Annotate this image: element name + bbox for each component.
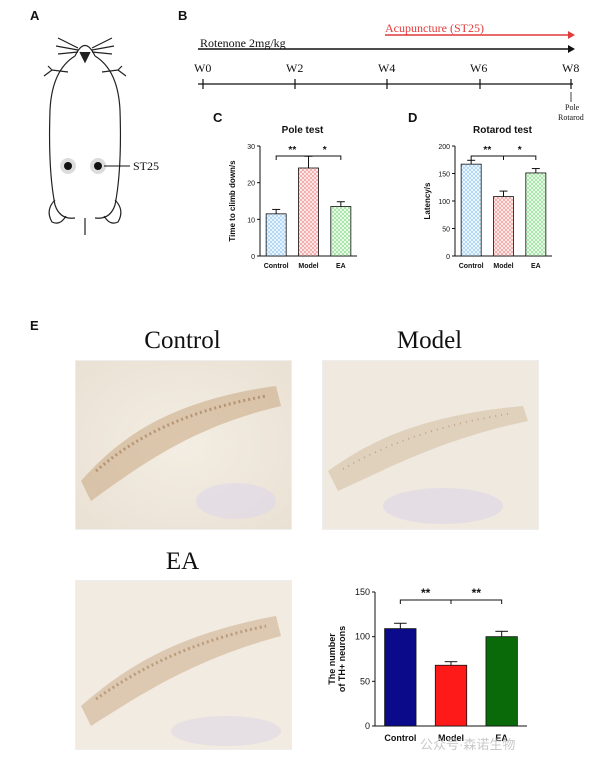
chart-title-rotarod: Rotarod test <box>473 125 532 136</box>
panel-letter-a: A <box>30 8 40 23</box>
bar-control <box>265 213 287 257</box>
intervention-label: Acupuncture (ST25) <box>385 21 484 35</box>
micro-image-model <box>322 360 539 530</box>
y-tick-label: 10 <box>247 217 255 224</box>
significance-label: ** <box>288 145 296 156</box>
y-axis-label: The numberof TH+ neurons <box>327 626 347 692</box>
y-tick-label: 100 <box>355 632 370 642</box>
significance-bracket <box>450 599 503 604</box>
category-label: Control <box>264 263 289 270</box>
week-label-w4: W4 <box>378 61 396 75</box>
significance-label: ** <box>472 586 482 600</box>
week-label-w8: W8 <box>562 61 580 75</box>
rat-illustration <box>43 37 130 235</box>
panel-letter-c: C <box>213 110 223 125</box>
y-tick-label: 50 <box>442 227 450 234</box>
category-label: Model <box>438 733 464 743</box>
panel-letter-b: B <box>178 8 188 23</box>
y-tick-label: 200 <box>438 144 450 151</box>
significance-bracket <box>470 155 504 160</box>
y-axis-label: Time to climb down/s <box>228 160 237 242</box>
y-tick-label: 50 <box>360 676 370 686</box>
micro-label-model: Model <box>396 327 463 354</box>
significance-bracket <box>503 155 537 160</box>
th-neurons-chart: 0 50 100 150 The numberof TH+ neurons Control… <box>327 586 527 743</box>
y-tick-label: 0 <box>365 721 370 731</box>
endpoint-pole: Pole <box>565 103 580 112</box>
category-label: Control <box>459 263 484 270</box>
category-label: EA <box>336 263 346 270</box>
chart-title-pole: Pole test <box>281 125 324 136</box>
endpoint-rotarod: Rotarod <box>558 113 584 122</box>
significance-label: * <box>518 145 522 156</box>
bar-control <box>384 628 417 727</box>
timeline <box>198 31 575 102</box>
micro-image-ea <box>75 580 292 750</box>
significance-bracket <box>308 155 342 160</box>
treatment-label: Rotenone 2mg/kg <box>200 36 286 50</box>
bar-ea <box>525 172 547 257</box>
st25-point-left <box>64 162 72 170</box>
category-label: Control <box>384 733 416 743</box>
week-label-w6: W6 <box>470 61 488 75</box>
y-tick-label: 150 <box>355 587 370 597</box>
significance-bracket <box>275 155 309 160</box>
category-label: Model <box>493 263 513 270</box>
bar-model <box>434 664 468 727</box>
y-tick-label: 30 <box>247 144 255 151</box>
st25-point-right <box>94 162 102 170</box>
category-label: EA <box>531 263 541 270</box>
bar-control <box>460 163 482 257</box>
category-label: Model <box>298 263 318 270</box>
significance-label: * <box>323 145 327 156</box>
panel-letter-e: E <box>30 318 39 333</box>
panel-letter-d: D <box>408 110 418 125</box>
significance-bracket <box>399 599 452 604</box>
y-axis-label: Latency/s <box>423 182 432 219</box>
y-tick-label: 0 <box>251 254 255 261</box>
y-tick-label: 20 <box>247 181 255 188</box>
micro-label-ea: EA <box>165 548 200 575</box>
bar-ea <box>330 206 352 257</box>
bar-ea <box>485 636 518 727</box>
bar-model <box>298 167 319 257</box>
micro-label-control: Control <box>144 327 221 354</box>
week-label-w2: W2 <box>286 61 304 75</box>
significance-label: ** <box>483 145 491 156</box>
y-tick-label: 100 <box>438 199 450 206</box>
week-label-w0: W0 <box>194 61 212 75</box>
y-tick-label: 150 <box>438 172 450 179</box>
acupoint-label: ST25 <box>133 159 160 173</box>
y-tick-label: 0 <box>446 254 450 261</box>
pole-test-chart: 0 10 20 30 Time to climb down/s Control Model E… <box>228 144 357 270</box>
significance-label: ** <box>421 586 431 600</box>
bar-model <box>493 196 514 257</box>
watermark: 公众号·森诺生物 <box>420 737 516 752</box>
micro-image-control <box>75 360 292 530</box>
category-label: EA <box>495 733 508 743</box>
